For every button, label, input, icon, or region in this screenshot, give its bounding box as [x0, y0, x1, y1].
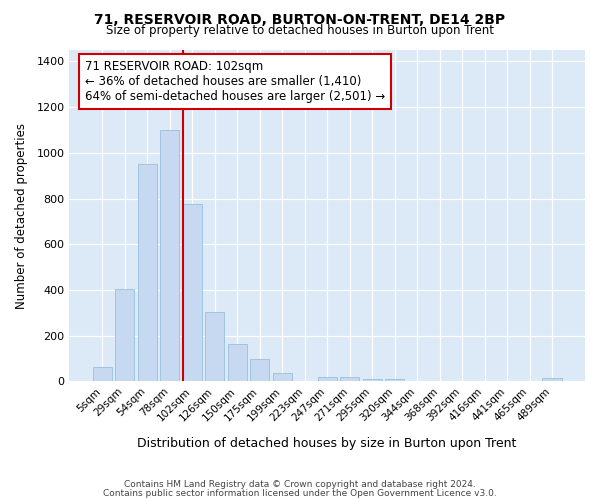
Y-axis label: Number of detached properties: Number of detached properties	[15, 122, 28, 308]
Text: Contains HM Land Registry data © Crown copyright and database right 2024.: Contains HM Land Registry data © Crown c…	[124, 480, 476, 489]
Bar	[138, 164, 157, 382]
Bar	[250, 358, 269, 382]
Text: Contains public sector information licensed under the Open Government Licence v3: Contains public sector information licen…	[103, 488, 497, 498]
Text: 71, RESERVOIR ROAD, BURTON-ON-TRENT, DE14 2BP: 71, RESERVOIR ROAD, BURTON-ON-TRENT, DE1…	[94, 12, 506, 26]
Bar	[542, 378, 562, 382]
Bar	[115, 289, 134, 382]
Bar	[182, 204, 202, 382]
Bar	[340, 378, 359, 382]
Bar	[160, 130, 179, 382]
Text: 71 RESERVOIR ROAD: 102sqm
← 36% of detached houses are smaller (1,410)
64% of se: 71 RESERVOIR ROAD: 102sqm ← 36% of detac…	[85, 60, 385, 103]
Bar	[317, 378, 337, 382]
Text: Size of property relative to detached houses in Burton upon Trent: Size of property relative to detached ho…	[106, 24, 494, 37]
Bar	[93, 366, 112, 382]
Bar	[362, 379, 382, 382]
Bar	[227, 344, 247, 382]
Bar	[205, 312, 224, 382]
Bar	[272, 374, 292, 382]
Bar	[385, 379, 404, 382]
X-axis label: Distribution of detached houses by size in Burton upon Trent: Distribution of detached houses by size …	[137, 437, 517, 450]
